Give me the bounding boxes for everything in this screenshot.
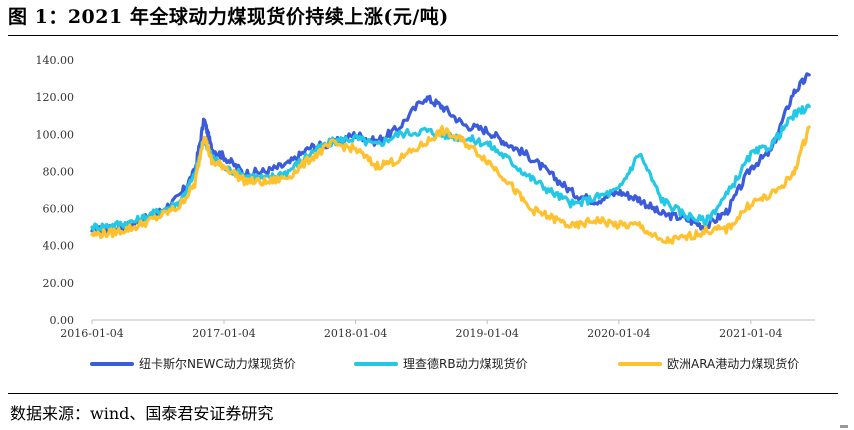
y-tick-label: 40.00 <box>43 240 75 253</box>
title-divider <box>8 35 838 36</box>
series-lines <box>90 72 811 245</box>
x-tick-label: 2020-01-04 <box>587 327 650 340</box>
series-line <box>90 103 811 232</box>
y-tick-label: 120.00 <box>36 91 75 104</box>
legend-label: 纽卡斯尔NEWC动力煤现货价 <box>139 356 296 371</box>
x-axis: 2016-01-04 2017-01-04 2018-01-04 2019-01-04… <box>60 319 815 340</box>
series-line <box>90 125 811 245</box>
y-tick-label: 20.00 <box>43 277 75 290</box>
y-tick-label: 100.00 <box>36 128 75 141</box>
y-tick-label: 80.00 <box>43 165 75 178</box>
y-tick-label: 0.00 <box>50 314 75 327</box>
chart-title: 图 1：2021 年全球动力煤现货价持续上涨(元/吨) <box>8 6 449 28</box>
legend-label: 理查德RB动力煤现货价 <box>403 356 528 371</box>
x-tick-label: 2016-01-04 <box>60 327 123 340</box>
x-tick-label: 2019-01-04 <box>456 327 519 340</box>
source-divider <box>8 393 838 394</box>
legend: 纽卡斯尔NEWC动力煤现货价 理查德RB动力煤现货价 欧洲ARA港动力煤现货价 <box>90 356 799 371</box>
x-tick-label: 2017-01-04 <box>192 327 255 340</box>
data-source: 数据来源：wind、国泰君安证券研究 <box>10 404 274 423</box>
x-tick-label: 2018-01-04 <box>324 327 387 340</box>
y-tick-label: 140.00 <box>36 54 75 67</box>
y-tick-label: 60.00 <box>43 203 75 216</box>
y-axis: 0.00 20.00 40.00 60.00 80.00 100.00 120.00 140.… <box>36 54 75 327</box>
corner-mark <box>840 425 848 428</box>
x-tick-label: 2021-01-04 <box>719 327 782 340</box>
legend-label: 欧洲ARA港动力煤现货价 <box>667 356 799 371</box>
coal-price-line-chart: 0.00 20.00 40.00 60.00 80.00 100.00 120.00 140.… <box>36 54 815 371</box>
